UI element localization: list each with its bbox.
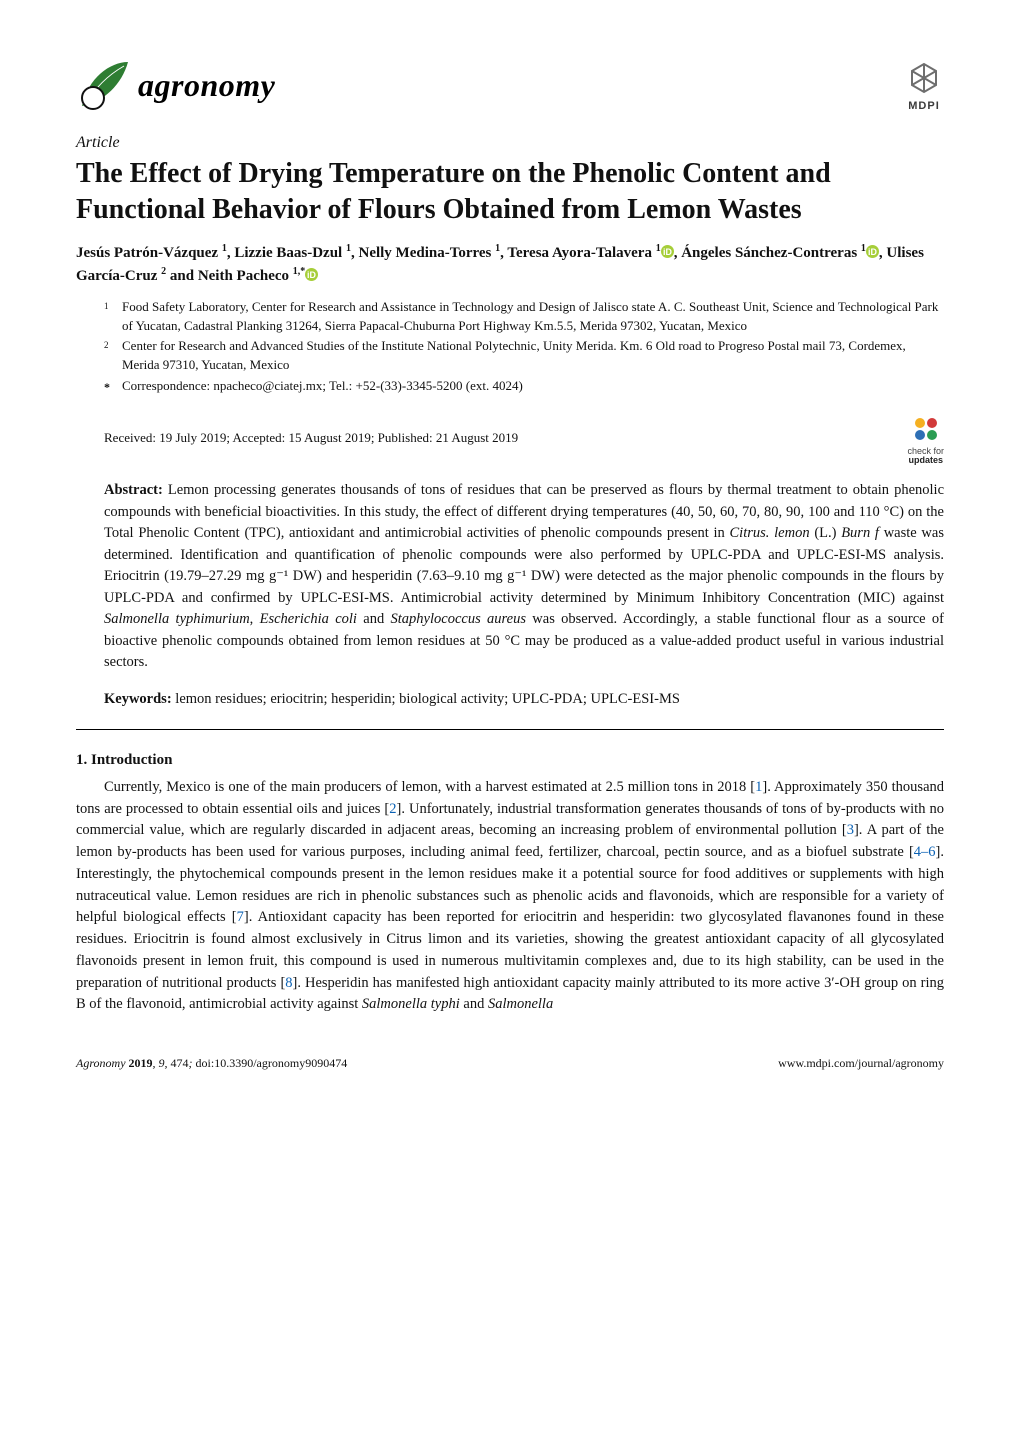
publisher-logo: MDPI (904, 58, 944, 112)
updates-line2: updates (908, 456, 943, 466)
publisher-name: MDPI (908, 100, 940, 112)
svg-text:iD: iD (868, 247, 877, 257)
correspondence: *Correspondence: npacheco@ciatej.mx; Tel… (104, 377, 944, 396)
author: Nelly Medina-Torres 1 (358, 245, 500, 261)
author: Ángeles Sánchez-Contreras 1iD (681, 245, 879, 261)
abstract: Abstract: Lemon processing generates tho… (104, 480, 944, 673)
journal-logo-icon (76, 58, 130, 112)
author: Neith Pacheco 1,*iD (198, 268, 318, 284)
ref-link[interactable]: 4–6 (914, 844, 936, 860)
ref-link[interactable]: 3 (847, 822, 854, 838)
svg-text:iD: iD (307, 270, 316, 280)
article-type: Article (76, 134, 944, 152)
footer-page: 474 (171, 1056, 189, 1070)
page-container: agronomy MDPI Article The Effect of Dryi… (0, 0, 1020, 1107)
keywords-label: Keywords: (104, 691, 172, 707)
affiliation: 1Food Safety Laboratory, Center for Rese… (104, 298, 944, 336)
affiliation: 2Center for Research and Advanced Studie… (104, 337, 944, 375)
footer-journal: Agronomy (76, 1056, 126, 1070)
author: Lizzie Baas-Dzul 1 (234, 245, 351, 261)
footer-doi: doi:10.3390/agronomy9090474 (196, 1056, 348, 1070)
ref-link[interactable]: 2 (389, 801, 396, 817)
check-for-updates-badge[interactable]: check for updates (907, 411, 944, 467)
author: Teresa Ayora-Talavera 1iD (507, 245, 673, 261)
footer: Agronomy 2019, 9, 474; doi:10.3390/agron… (76, 1056, 944, 1071)
abstract-label: Abstract: (104, 482, 163, 498)
footer-year: 2019 (129, 1056, 153, 1070)
keywords-text: lemon residues; eriocitrin; hesperidin; … (175, 691, 680, 707)
dates: Received: 19 July 2019; Accepted: 15 Aug… (104, 430, 518, 446)
dates-row: Received: 19 July 2019; Accepted: 15 Aug… (104, 411, 944, 467)
ref-link[interactable]: 1 (755, 779, 762, 795)
svg-text:iD: iD (663, 247, 672, 257)
authors: Jesús Patrón-Vázquez 1, Lizzie Baas-Dzul… (76, 241, 944, 288)
author: Jesús Patrón-Vázquez 1 (76, 245, 227, 261)
abstract-text: Lemon processing generates thousands of … (104, 482, 944, 670)
mdpi-logo-icon (904, 58, 944, 98)
ref-link[interactable]: 7 (237, 909, 244, 925)
journal-name: agronomy (138, 67, 275, 104)
affiliations: 1Food Safety Laboratory, Center for Rese… (104, 298, 944, 397)
header: agronomy MDPI (76, 58, 944, 112)
intro-paragraph: Currently, Mexico is one of the main pro… (76, 777, 944, 1016)
section-heading: 1. Introduction (76, 752, 944, 769)
footer-citation: Agronomy 2019, 9, 474; doi:10.3390/agron… (76, 1056, 347, 1071)
section-divider (76, 729, 944, 730)
footer-site-link[interactable]: www.mdpi.com/journal/agronomy (778, 1056, 944, 1071)
article-title: The Effect of Drying Temperature on the … (76, 156, 944, 229)
keywords: Keywords: lemon residues; eriocitrin; he… (104, 689, 944, 710)
journal-logo: agronomy (76, 58, 275, 112)
ref-link[interactable]: 8 (285, 975, 292, 991)
